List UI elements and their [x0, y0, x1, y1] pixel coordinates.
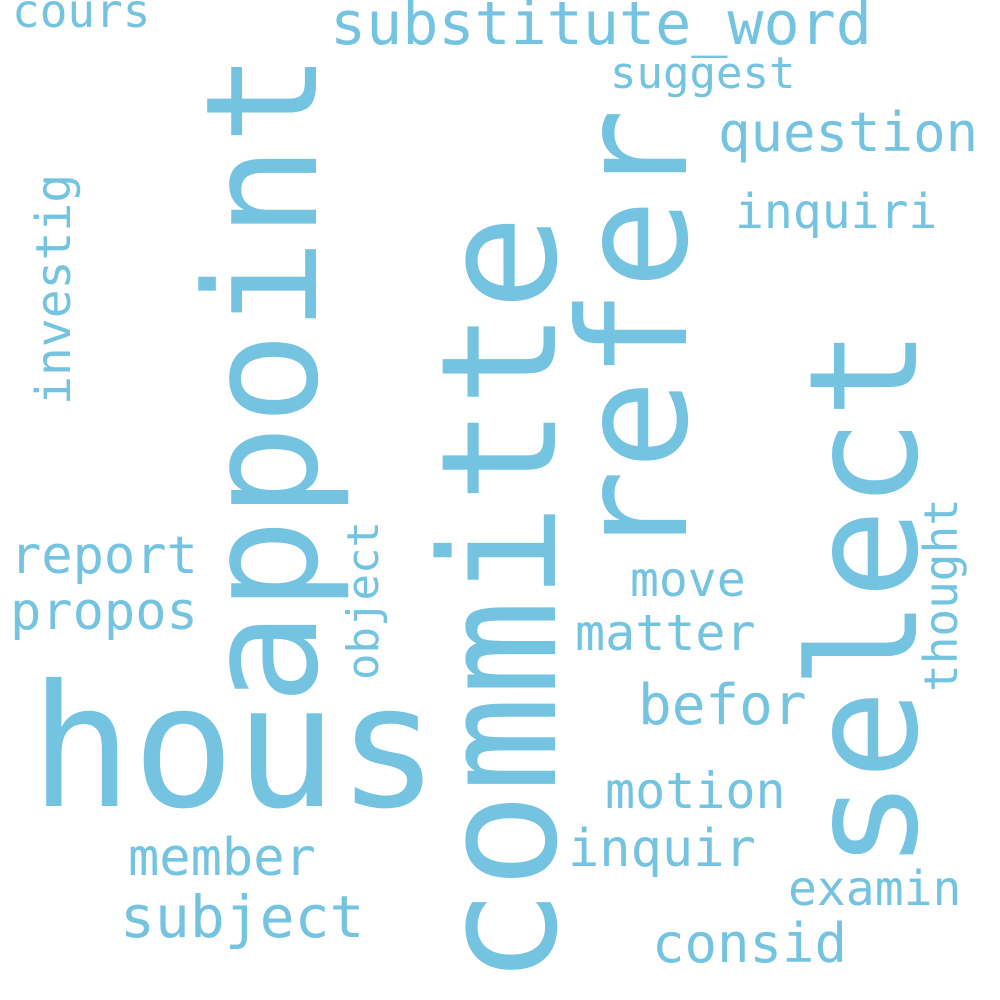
word-appoint: appoint: [172, 51, 353, 705]
word-member: member: [128, 828, 316, 888]
word-propos: propos: [10, 582, 198, 642]
word-befor: befor: [638, 673, 807, 738]
word-subject: subject: [120, 883, 365, 951]
word-substitute-word: substitute_word: [330, 0, 872, 59]
word-inquiri: inquiri: [735, 184, 938, 240]
word-question: question: [718, 101, 979, 164]
word-examin: examin: [788, 861, 962, 917]
word-motion: motion: [605, 762, 786, 820]
word-matter: matter: [575, 604, 756, 662]
word-consid: consid: [652, 912, 848, 975]
word-cours: cours: [12, 0, 151, 38]
word-move: move: [630, 552, 746, 608]
word-thought: thought: [914, 498, 968, 692]
word-refer: refer: [548, 108, 722, 560]
word-suggest: suggest: [610, 48, 796, 99]
word-inquir: inquir: [568, 819, 756, 879]
word-investig: investig: [26, 173, 82, 405]
word-hous: hous: [30, 649, 440, 847]
word-report: report: [10, 526, 198, 586]
